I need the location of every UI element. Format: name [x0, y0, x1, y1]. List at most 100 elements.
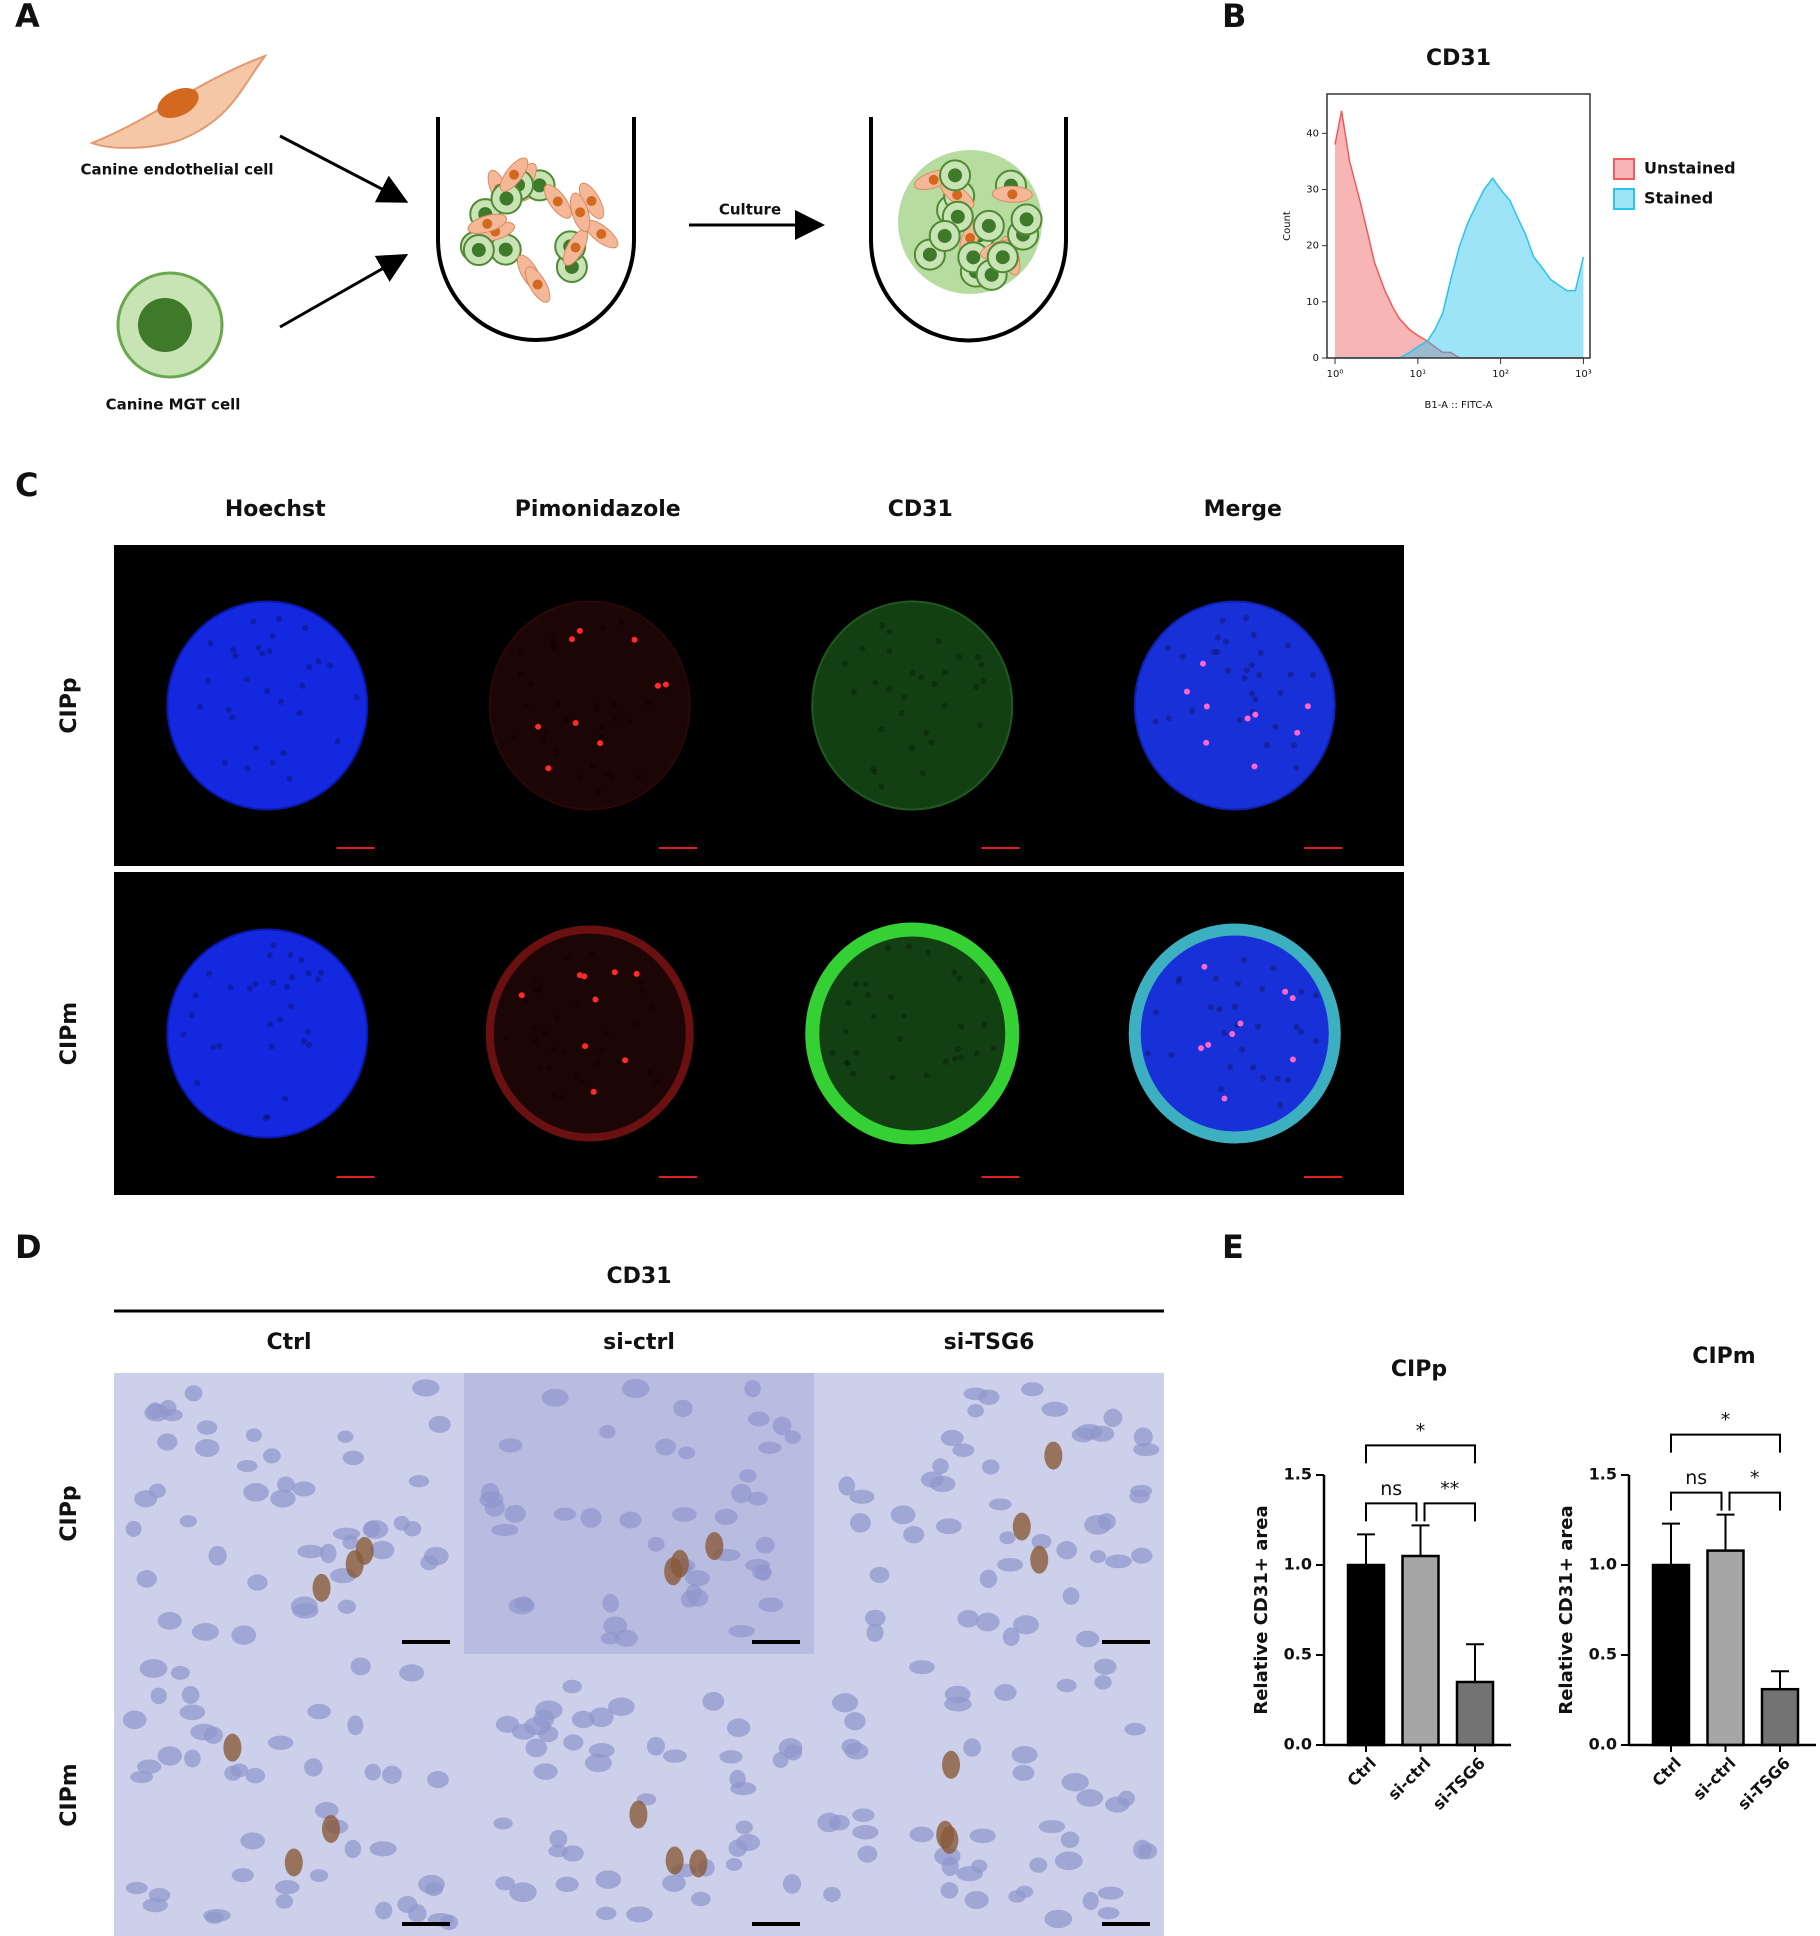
nucleus: [1044, 1909, 1073, 1929]
nucleus: [147, 1402, 164, 1419]
cell: [1176, 975, 1183, 982]
cell: [1284, 1077, 1291, 1084]
cell: [1207, 1004, 1214, 1011]
chart-title: CIPm: [1692, 1344, 1755, 1369]
nucleus: [688, 1589, 709, 1607]
nucleus: [671, 1507, 697, 1522]
cell: [298, 957, 305, 964]
cell: [1144, 1050, 1151, 1057]
hypoxic-spot: [590, 1088, 597, 1095]
nucleus: [399, 1664, 425, 1682]
panel-title: CD31: [606, 1264, 671, 1289]
hypoxic-spot: [1198, 1045, 1205, 1052]
nucleus: [482, 218, 493, 229]
cell: [180, 1031, 187, 1038]
nucleus: [1133, 1427, 1153, 1447]
cell: [593, 702, 600, 709]
nucleus: [849, 1489, 875, 1504]
cell: [954, 1046, 961, 1053]
cell: [299, 682, 306, 689]
nucleus: [247, 1574, 268, 1591]
cell: [250, 618, 257, 625]
nucleus: [844, 1712, 866, 1731]
nucleus: [1130, 1547, 1153, 1564]
significance-bracket: [1670, 1433, 1781, 1453]
nucleus: [575, 207, 586, 218]
cell: [885, 944, 892, 951]
y-tick-label: 0.5: [1589, 1645, 1617, 1664]
well: [869, 117, 1068, 343]
hypoxic-spot: [1289, 995, 1296, 1002]
x-tick-label: si-TSG6: [1734, 1754, 1794, 1814]
nucleus: [852, 1825, 879, 1840]
nucleus: [375, 1901, 393, 1920]
nucleus: [142, 1898, 168, 1913]
nucleus: [685, 1570, 711, 1587]
cell: [550, 1092, 557, 1099]
nucleus: [342, 1450, 364, 1466]
cell: [1234, 980, 1241, 987]
cell: [1248, 661, 1255, 668]
nucleus: [509, 169, 520, 180]
nucleus: [646, 1736, 665, 1756]
bar: [1651, 1563, 1691, 1747]
cell: [611, 701, 618, 708]
nucleus: [304, 1758, 323, 1777]
area-fill: [1335, 110, 1584, 358]
nucleus: [621, 1378, 650, 1399]
nucleus: [600, 1632, 620, 1645]
cell: [1239, 1046, 1246, 1053]
nucleus: [719, 1750, 743, 1764]
spheroid: [805, 922, 1020, 1145]
nucleus: [994, 1683, 1017, 1702]
cell: [616, 1058, 623, 1065]
cell: [269, 759, 276, 766]
nucleus: [739, 1469, 757, 1483]
cell: [600, 625, 607, 632]
hypoxic-spot: [1203, 739, 1210, 746]
significance-bracket: [1365, 1444, 1476, 1464]
nucleus: [563, 1734, 584, 1751]
nucleus: [735, 1820, 753, 1835]
cell: [306, 1041, 313, 1048]
nucleus: [231, 1868, 254, 1883]
nucleus: [130, 1771, 154, 1784]
area-fill: [1335, 178, 1584, 358]
cell: [1243, 667, 1250, 674]
cell: [941, 702, 948, 709]
cell: [305, 970, 312, 977]
cell: [976, 722, 983, 729]
cell: [646, 1069, 653, 1076]
stain: [312, 1573, 331, 1602]
y-tick-label: 0: [1313, 353, 1319, 364]
cell: [522, 998, 529, 1005]
nucleus: [307, 1703, 331, 1720]
hypoxic-spot: [1282, 988, 1289, 995]
nucleus: [1056, 1541, 1077, 1560]
cell: [608, 773, 615, 780]
cell: [958, 1054, 965, 1061]
nucleus: [1075, 1423, 1103, 1440]
cell: [289, 974, 296, 981]
cell: [1248, 690, 1255, 697]
cell: [1259, 986, 1266, 993]
hypoxic-spot: [622, 1057, 629, 1064]
column-header: Merge: [1204, 497, 1282, 522]
cell: [1285, 642, 1292, 649]
cell: [888, 993, 895, 1000]
nucleus: [495, 1876, 515, 1891]
hypoxic-spot: [545, 765, 552, 772]
nucleus: [1019, 212, 1034, 227]
cell: [523, 703, 530, 710]
nucleus: [1094, 1675, 1112, 1690]
nucleus: [275, 1894, 294, 1909]
nucleus: [1031, 1533, 1052, 1550]
cell: [928, 739, 935, 746]
nucleus: [275, 1880, 300, 1895]
hypoxic-spot: [1237, 1020, 1244, 1027]
cell: [1263, 742, 1270, 749]
stain: [1044, 1441, 1063, 1470]
nucleus: [532, 279, 543, 290]
